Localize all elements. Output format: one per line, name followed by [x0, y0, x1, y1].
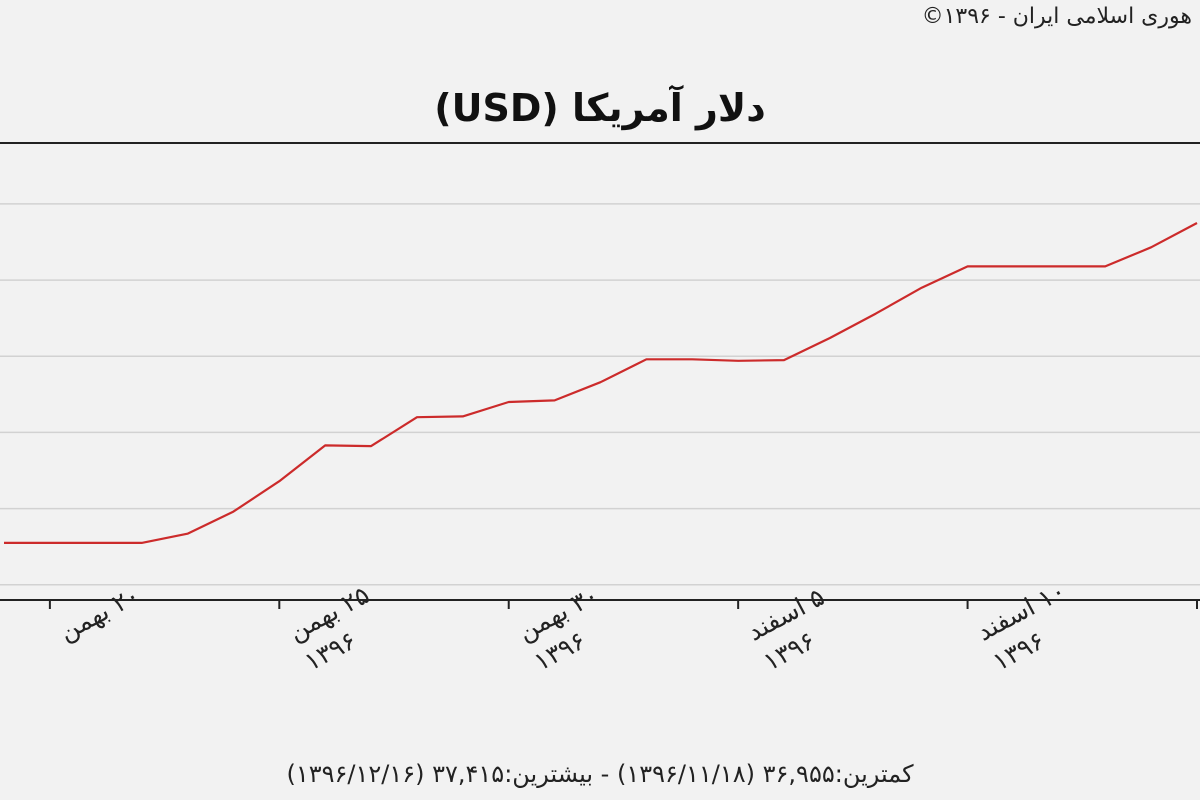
x-tick-label-0: ۲۰ بهمن — [54, 580, 145, 647]
chart-title: دلار آمریکا (USD) — [434, 86, 766, 130]
series-line-0 — [4, 222, 1198, 545]
x-tick-label-line1: ۲۰ بهمن — [54, 580, 145, 647]
min-max-caption: کمترین:۳۶,۹۵۵ (۱۳۹۶/۱۱/۱۸) - بیشترین:۳۷,… — [286, 760, 914, 788]
series-layer — [4, 222, 1198, 545]
grid-lines — [0, 203, 1200, 586]
copyright-text: هوری اسلامی ایران - ۱۳۹۶© — [921, 4, 1192, 29]
